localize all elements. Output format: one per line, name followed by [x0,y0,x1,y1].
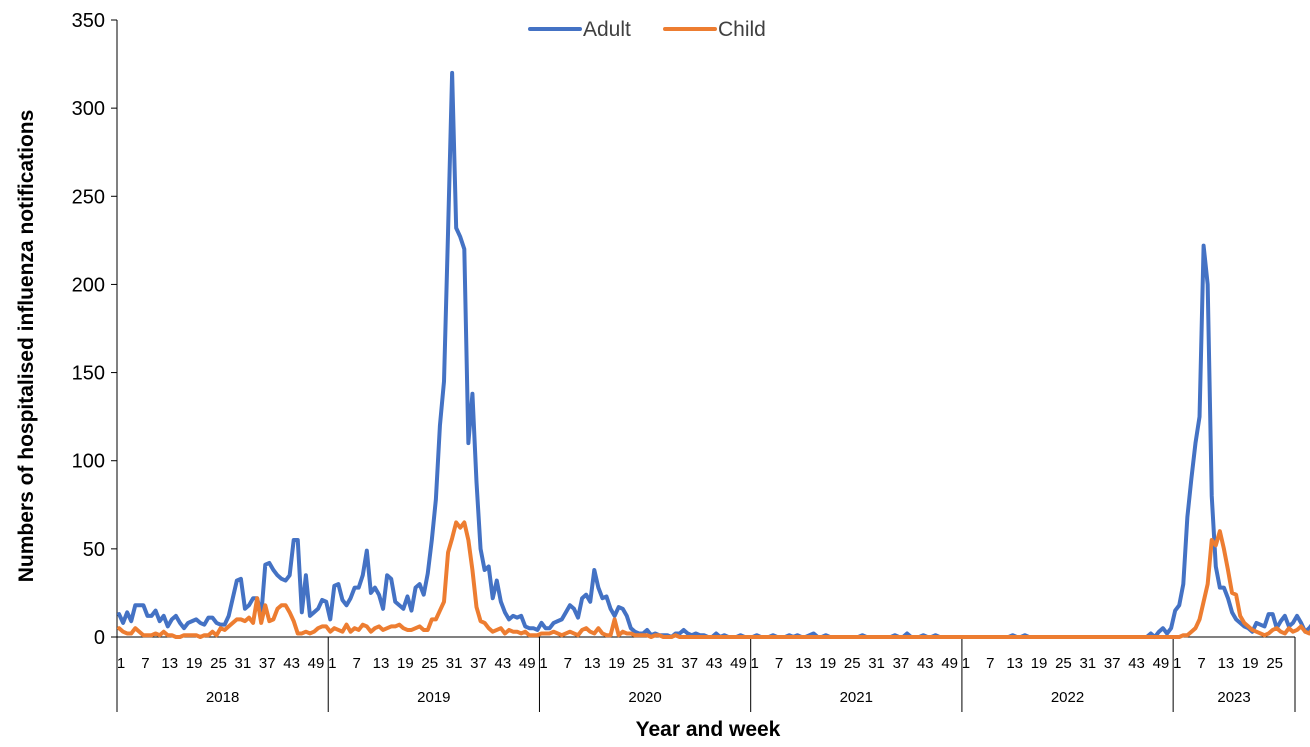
legend-label-child: Child [718,18,766,41]
x-tick-label: 19 [608,655,625,672]
x-axis-title: Year and week [636,718,781,741]
series-line-child [117,520,1310,639]
y-axis-title: Numbers of hospitalised influenza notifi… [15,110,38,583]
x-tick-label: 43 [495,655,512,672]
x-tick-label: 7 [775,655,783,672]
year-label: 2021 [840,689,873,706]
x-tick-label: 43 [1128,655,1145,672]
x-tick-label: 25 [633,655,650,672]
x-tick-label: 7 [1197,655,1205,672]
x-tick-label: 13 [161,655,178,672]
x-tick-label: 43 [917,655,934,672]
y-tick-label: 350 [72,10,105,32]
legend: Adult Child [528,18,766,41]
x-tick-label: 37 [1104,655,1121,672]
y-tick-label: 200 [72,274,105,296]
x-tick-label: 19 [397,655,414,672]
y-tick-label: 100 [72,451,105,473]
y-tick-label: 150 [72,363,105,385]
x-tick-label: 49 [519,655,536,672]
y-tick-label: 0 [94,627,105,649]
x-tick-label: 19 [1031,655,1048,672]
x-tick-label: 25 [1266,655,1283,672]
x-tick-label: 43 [283,655,300,672]
year-label: 2019 [417,689,450,706]
legend-label-adult: Adult [583,18,631,41]
x-tick-label: 7 [352,655,360,672]
x-tick-label: 19 [819,655,836,672]
x-tick-label: 25 [210,655,227,672]
series-layer [117,70,1310,639]
x-tick-label: 31 [446,655,463,672]
x-tick-label: 37 [470,655,487,672]
x-tick-label: 13 [1006,655,1023,672]
x-tick-label: 25 [1055,655,1072,672]
x-tick-label: 25 [421,655,438,672]
x-tick-label: 37 [681,655,698,672]
x-tick-label: 13 [584,655,601,672]
x-tick-label: 25 [844,655,861,672]
x-tick-label: 13 [1218,655,1235,672]
x-tick-label: 19 [1242,655,1259,672]
x-tick-label: 31 [868,655,885,672]
year-label: 2023 [1217,689,1250,706]
x-tick-label: 43 [706,655,723,672]
x-tick-label: 13 [795,655,812,672]
x-tick-label: 49 [1153,655,1170,672]
x-tick-label: 1 [117,655,125,672]
x-tick-label: 31 [657,655,674,672]
y-tick-label: 250 [72,186,105,208]
y-tick-label: 50 [83,539,105,561]
y-tick-label: 300 [72,98,105,120]
x-tick-label: 1 [962,655,970,672]
x-tick-label: 7 [564,655,572,672]
year-label: 2022 [1051,689,1084,706]
x-tick-label: 7 [986,655,994,672]
x-tick-label: 13 [373,655,390,672]
x-tick-label: 1 [751,655,759,672]
year-label: 2018 [206,689,239,706]
x-tick-label: 37 [893,655,910,672]
x-tick-label: 7 [141,655,149,672]
x-tick-label: 49 [730,655,747,672]
series-line-adult [117,70,1310,639]
year-label: 2020 [628,689,661,706]
x-tick-label: 1 [539,655,547,672]
x-tick-label: 1 [1173,655,1181,672]
x-tick-label: 1 [328,655,336,672]
x-tick-label: 49 [308,655,325,672]
x-tick-label: 37 [259,655,276,672]
x-tick-label: 31 [235,655,252,672]
x-tick-label: 19 [186,655,203,672]
y-axis: 0 50 100 150 200 250 300 350 [72,10,118,649]
x-tick-label: 31 [1079,655,1096,672]
x-tick-label: 49 [941,655,958,672]
